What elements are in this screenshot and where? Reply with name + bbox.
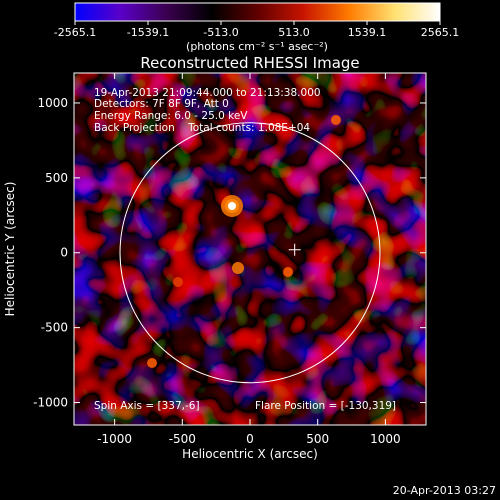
x-axis: -1000 -500 0 500 1000 (97, 73, 401, 446)
reconstructed-image (74, 73, 426, 425)
image-plot (74, 73, 426, 425)
solar-limb-circle (119, 122, 381, 384)
flare-position-text: Flare Position = [-130,319] (255, 400, 396, 412)
y-axis-label: Heliocentric Y (arcsec) (3, 182, 17, 317)
x-axis-label: Heliocentric X (arcsec) (182, 447, 318, 461)
bright-source-core (228, 202, 236, 210)
x-tick-label: 0 (246, 432, 254, 446)
y-tick-label: -500 (41, 321, 68, 335)
colorbar-tick-label: -513.0 (203, 26, 238, 39)
bright-source (147, 358, 157, 368)
chart-title: Reconstructed RHESSI Image (140, 54, 359, 72)
y-tick-label: 1000 (37, 96, 68, 110)
bright-source (173, 277, 183, 287)
x-tick-label: -500 (169, 432, 196, 446)
x-tick-label: -1000 (97, 432, 132, 446)
y-axis: 1000 500 0 -500 -1000 (33, 96, 426, 410)
colorbar-units: (photons cm⁻² s⁻¹ asec⁻²) (186, 40, 328, 53)
colorbar-tick-label: 513.0 (278, 26, 310, 39)
y-tick-label: 0 (60, 246, 68, 260)
detectors-text: Detectors: 7F 8F 9F, Att 0 (94, 98, 229, 110)
energy-range-text: Energy Range: 6.0 - 25.0 keV (94, 110, 248, 122)
colorbar-tick-label: 1539.1 (348, 26, 387, 39)
method-counts-text: Back Projection Total counts: 1.08E+04 (94, 122, 310, 134)
x-tick-label: 500 (306, 432, 329, 446)
y-tick-label: -1000 (33, 396, 68, 410)
colorbar-tick-label: -2565.1 (54, 26, 96, 39)
colorbar-tick-label: -1539.1 (127, 26, 169, 39)
colorbar: -2565.1 -1539.1 -513.0 513.0 1539.1 2565.1 (p… (54, 2, 459, 53)
bright-source (232, 262, 244, 274)
bright-source (331, 115, 341, 125)
bright-source (283, 267, 293, 277)
time-range-text: 19-Apr-2013 21:09:44.000 to 21:13:38.000 (94, 87, 321, 99)
colorbar-ticks: -2565.1 -1539.1 -513.0 513.0 1539.1 2565.1 (54, 21, 459, 39)
timestamp: 20-Apr-2013 03:27 (393, 484, 496, 497)
x-tick-label: 1000 (370, 432, 401, 446)
spin-axis-text: Spin Axis = [337,-6] (94, 400, 200, 412)
colorbar-tick-label: 2565.1 (421, 26, 460, 39)
y-tick-label: 500 (45, 171, 68, 185)
flare-position-marker (288, 243, 301, 256)
colorbar-gradient (74, 2, 441, 22)
bright-sources (147, 115, 341, 368)
header-annotations: 19-Apr-2013 21:09:44.000 to 21:13:38.000… (94, 87, 321, 134)
